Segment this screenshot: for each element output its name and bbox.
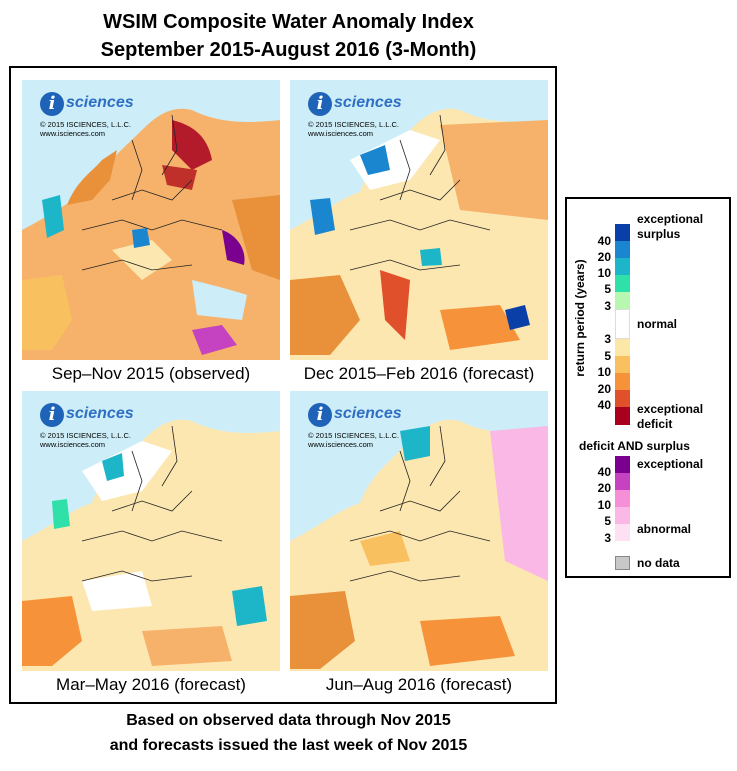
legend-both-exceptional: exceptional bbox=[637, 457, 704, 471]
legend-swatch-deficit-20 bbox=[615, 390, 630, 407]
europe-anomaly-map bbox=[22, 419, 280, 671]
panel-caption: Jun–Aug 2016 (forecast) bbox=[325, 675, 513, 694]
legend-exceptional-deficit-1: exceptional bbox=[637, 402, 704, 416]
legend-swatch-normal bbox=[615, 309, 630, 339]
legend-no-data: no data bbox=[637, 556, 680, 570]
figure-title-line-2: September 2015-August 2016 (3-Month) bbox=[100, 39, 477, 61]
legend-swatch-deficit-3 bbox=[615, 339, 630, 356]
logo-i-icon: i bbox=[308, 92, 332, 116]
logo-copyright: © 2015 ISCIENCES, L.L.C. bbox=[40, 120, 131, 129]
both-tick-20: 20 bbox=[597, 481, 611, 495]
legend-swatch-deficit-40 bbox=[615, 407, 630, 425]
deficit-tick-40: 40 bbox=[597, 398, 611, 412]
both-tick-3: 3 bbox=[604, 531, 611, 545]
logo-url: www.isciences.com bbox=[40, 129, 106, 138]
europe-anomaly-map bbox=[22, 108, 280, 360]
map-dec-feb-2016: i sciences © 2015 ISCIENCES, L.L.C. www.… bbox=[290, 80, 548, 360]
both-tick-40: 40 bbox=[597, 465, 611, 479]
legend-exceptional-deficit-2: deficit bbox=[637, 417, 673, 431]
europe-anomaly-map bbox=[290, 108, 548, 360]
panel-caption: Sep–Nov 2015 (observed) bbox=[51, 364, 251, 383]
europe-anomaly-map bbox=[290, 419, 548, 671]
logo-url: www.isciences.com bbox=[308, 440, 374, 449]
logo-i-icon: i bbox=[308, 403, 332, 427]
legend-swatch-both-5 bbox=[615, 507, 630, 524]
surplus-tick-40: 40 bbox=[597, 234, 611, 248]
panel-caption: Mar–May 2016 (forecast) bbox=[56, 675, 246, 694]
deficit-tick-3: 3 bbox=[604, 332, 611, 346]
legend-swatch-both-3 bbox=[615, 524, 630, 541]
both-tick-10: 10 bbox=[597, 498, 611, 512]
legend-swatch-both-40 bbox=[615, 456, 630, 473]
surplus-tick-20: 20 bbox=[597, 250, 611, 264]
legend-exceptional-surplus-1: exceptional bbox=[637, 212, 704, 226]
map-sep-nov-2015: i sciences © 2015 ISCIENCES, L.L.C. www.… bbox=[22, 80, 280, 360]
legend-swatch-surplus-3 bbox=[615, 292, 630, 309]
logo-wordmark: sciences bbox=[66, 405, 134, 422]
panel-caption: Dec 2015–Feb 2016 (forecast) bbox=[303, 364, 535, 383]
footer-note-line-2: and forecasts issued the last week of No… bbox=[109, 737, 468, 754]
logo-wordmark: sciences bbox=[66, 94, 134, 111]
footer-note-line-1: Based on observed data through Nov 2015 bbox=[126, 712, 451, 729]
legend-swatch-both-20 bbox=[615, 473, 630, 490]
figure-title-line-1: WSIM Composite Water Anomaly Index bbox=[103, 11, 474, 33]
legend-swatch-deficit-5 bbox=[615, 356, 630, 373]
legend-swatch-no-data bbox=[615, 556, 630, 570]
logo-url: www.isciences.com bbox=[308, 129, 374, 138]
deficit-tick-5: 5 bbox=[604, 349, 611, 363]
both-tick-5: 5 bbox=[604, 514, 611, 528]
logo-copyright: © 2015 ISCIENCES, L.L.C. bbox=[40, 431, 131, 440]
legend-swatch-surplus-20 bbox=[615, 241, 630, 258]
map-mar-may-2016: i sciences © 2015 ISCIENCES, L.L.C. www.… bbox=[22, 391, 280, 671]
return-period-axis-label: return period (years) bbox=[573, 259, 587, 377]
legend-swatch-deficit-10 bbox=[615, 373, 630, 390]
logo-i-icon: i bbox=[40, 403, 64, 427]
legend-swatch-surplus-5 bbox=[615, 275, 630, 292]
logo-copyright: © 2015 ISCIENCES, L.L.C. bbox=[308, 120, 399, 129]
logo-wordmark: sciences bbox=[334, 405, 402, 422]
legend-both-abnormal: abnormal bbox=[637, 522, 692, 536]
legend-swatch-surplus-10 bbox=[615, 258, 630, 275]
legend-deficit-and-surplus-title: deficit AND surplus bbox=[579, 439, 690, 453]
map-jun-aug-2016: i sciences © 2015 ISCIENCES, L.L.C. www.… bbox=[290, 391, 548, 671]
legend-swatch-surplus-40 bbox=[615, 224, 630, 241]
deficit-tick-20: 20 bbox=[597, 382, 611, 396]
maps-frame: i sciences © 2015 ISCIENCES, L.L.C. www.… bbox=[9, 66, 557, 704]
logo-url: www.isciences.com bbox=[40, 440, 106, 449]
surplus-tick-5: 5 bbox=[604, 282, 611, 296]
deficit-tick-10: 10 bbox=[597, 365, 611, 379]
surplus-tick-3: 3 bbox=[604, 299, 611, 313]
surplus-tick-10: 10 bbox=[597, 266, 611, 280]
legend-normal: normal bbox=[637, 317, 678, 331]
legend-exceptional-surplus-2: surplus bbox=[637, 227, 681, 241]
logo-i-icon: i bbox=[40, 92, 64, 116]
color-legend: return period (years) 40 20 10 5 3 3 5 1… bbox=[565, 197, 731, 578]
logo-wordmark: sciences bbox=[334, 94, 402, 111]
logo-copyright: © 2015 ISCIENCES, L.L.C. bbox=[308, 431, 399, 440]
legend-swatch-both-10 bbox=[615, 490, 630, 507]
